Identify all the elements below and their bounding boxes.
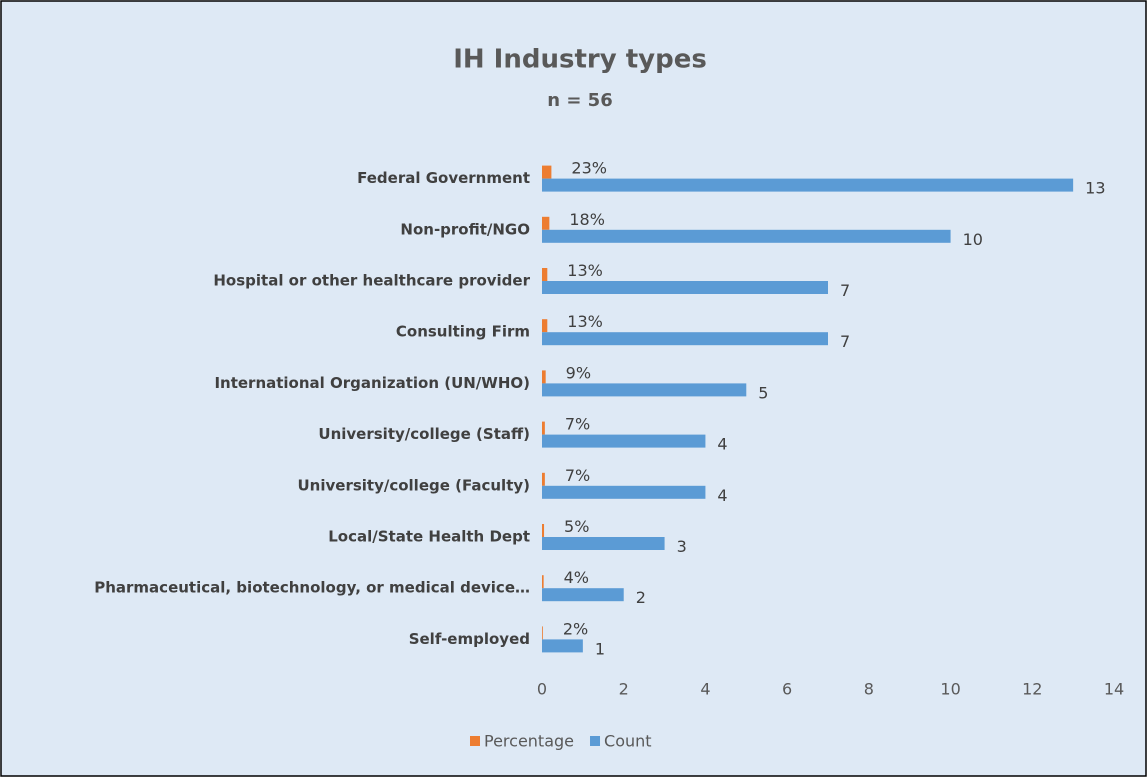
data-label: 7 xyxy=(840,281,850,300)
data-label: 13% xyxy=(567,261,603,280)
x-tick-label: 14 xyxy=(1104,680,1124,699)
data-label: 10 xyxy=(963,230,983,249)
y-tick-label: Self-employed xyxy=(409,630,530,648)
bar xyxy=(542,229,951,243)
bar xyxy=(542,524,545,537)
bar xyxy=(542,370,546,384)
bar xyxy=(542,178,1074,192)
data-label: 5% xyxy=(564,517,589,536)
y-tick-label: Hospital or other healthcare provider xyxy=(213,272,530,290)
x-tick-label: 10 xyxy=(940,680,960,699)
data-label: 23% xyxy=(571,159,607,178)
data-label: 18% xyxy=(569,210,605,229)
data-label: 1 xyxy=(595,639,605,658)
y-tick-label: University/college (Faculty) xyxy=(298,476,531,494)
bar xyxy=(542,472,545,486)
y-tick-label: Federal Government xyxy=(357,169,530,187)
data-label: 4% xyxy=(564,568,589,587)
x-tick-label: 0 xyxy=(537,680,547,699)
bar xyxy=(542,421,545,435)
bar xyxy=(542,588,624,602)
bar xyxy=(542,319,548,333)
y-tick-label: University/college (Staff) xyxy=(318,425,530,443)
x-tick-label: 6 xyxy=(782,680,792,699)
data-label: 13% xyxy=(567,312,603,331)
y-tick-label: International Organization (UN/WHO) xyxy=(214,374,530,392)
bar xyxy=(542,216,550,230)
bar xyxy=(542,268,548,281)
data-label: 4 xyxy=(717,486,727,505)
legend-swatch xyxy=(590,736,601,746)
bar xyxy=(542,537,665,550)
bar xyxy=(542,434,706,448)
bar xyxy=(542,626,543,640)
x-tick-label: 4 xyxy=(700,680,710,699)
chart-title: IH Industry types xyxy=(453,45,707,75)
x-tick-label: 12 xyxy=(1022,680,1042,699)
bar xyxy=(542,281,828,294)
bar xyxy=(542,485,706,499)
bar xyxy=(542,383,747,397)
y-tick-label: Consulting Firm xyxy=(396,323,530,341)
legend-label: Count xyxy=(604,732,652,751)
data-label: 5 xyxy=(758,383,768,402)
x-tick-label: 8 xyxy=(864,680,874,699)
y-tick-label: Pharmaceutical, biotechnology, or medica… xyxy=(94,579,530,597)
bar xyxy=(542,165,552,179)
bar xyxy=(542,575,544,589)
data-label: 2% xyxy=(563,619,588,638)
x-tick-label: 2 xyxy=(619,680,629,699)
data-label: 13 xyxy=(1085,179,1105,198)
y-tick-label: Non-profit/NGO xyxy=(400,220,530,238)
legend-swatch xyxy=(470,736,480,746)
data-label: 4 xyxy=(717,435,727,454)
data-label: 2 xyxy=(636,588,646,607)
data-label: 3 xyxy=(677,537,687,556)
y-tick-label: Local/State Health Dept xyxy=(328,528,530,546)
data-label: 9% xyxy=(566,363,591,382)
bar xyxy=(542,332,828,346)
data-label: 7% xyxy=(565,415,590,434)
legend-label: Percentage xyxy=(484,732,574,751)
data-label: 7% xyxy=(565,466,590,485)
chart-subtitle: n = 56 xyxy=(547,90,612,111)
data-label: 7 xyxy=(840,332,850,351)
bar xyxy=(542,639,583,653)
